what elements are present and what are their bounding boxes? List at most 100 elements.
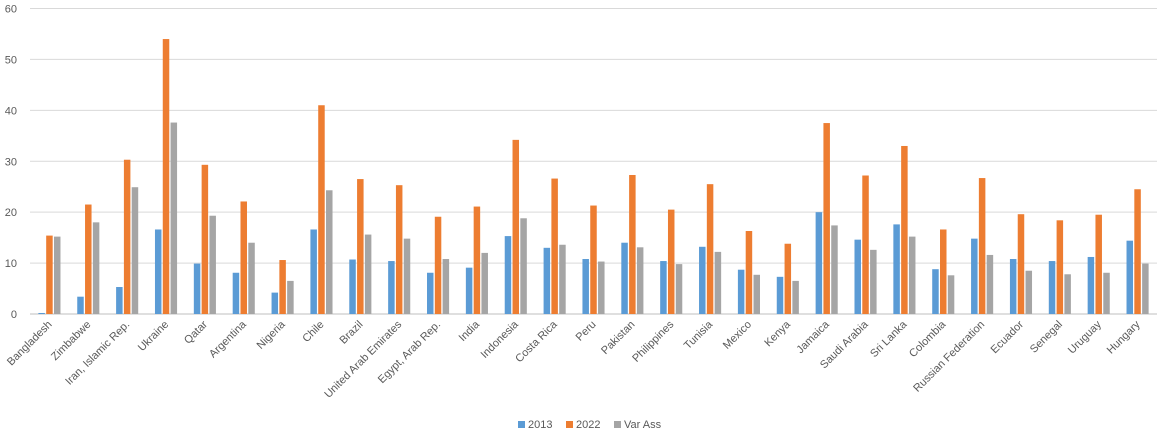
y-tick-label: 40: [5, 105, 17, 117]
legend-swatch: [566, 421, 573, 428]
bar-2013: [971, 238, 978, 314]
bar-2022: [978, 178, 986, 314]
bar-2013: [932, 269, 939, 314]
bar-var-ass: [714, 251, 722, 314]
bar-2013: [427, 272, 434, 314]
bar-2022: [823, 123, 830, 314]
x-tick-label: Tunisia: [682, 318, 716, 352]
bar-2022: [862, 175, 869, 314]
bar-var-ass: [403, 238, 411, 314]
bar-2013: [1009, 259, 1017, 314]
bar-2013: [737, 269, 745, 314]
x-tick-label: Ukraine: [136, 319, 171, 354]
bar-2022: [85, 204, 92, 314]
x-tick-label: Senegal: [1028, 319, 1065, 356]
bar-2022: [395, 185, 403, 314]
bar-2013: [621, 242, 628, 314]
legend-swatch: [518, 421, 525, 428]
bar-var-ass: [248, 242, 255, 314]
bar-2022: [1095, 214, 1102, 314]
x-tick-label: Chile: [300, 319, 326, 345]
bar-2022: [551, 178, 558, 314]
bar-2022: [162, 39, 170, 315]
y-tick-label: 30: [5, 156, 17, 168]
bar-2022: [357, 179, 364, 314]
bar-var-ass: [520, 218, 527, 314]
bar-var-ass: [986, 254, 994, 314]
x-tick-label: Nigeria: [255, 318, 289, 352]
bar-var-ass: [598, 261, 605, 314]
x-tick-label: India: [457, 318, 483, 344]
bar-2022: [940, 229, 947, 314]
bar-2013: [271, 292, 279, 314]
bar-2013: [504, 236, 512, 314]
bar-2022: [1017, 214, 1025, 314]
bar-var-ass: [792, 280, 799, 314]
x-tick-label: Peru: [574, 319, 599, 344]
x-tick-label: United Arab Emirates: [322, 318, 404, 400]
bar-var-ass: [1025, 270, 1033, 314]
x-tick-label: Philippines: [630, 318, 676, 364]
bar-var-ass: [92, 222, 100, 314]
y-tick-label: 50: [5, 54, 17, 66]
bar-2022: [1134, 189, 1141, 314]
bar-2013: [77, 296, 84, 314]
x-tick-label: Hungary: [1105, 318, 1143, 356]
bar-var-ass: [170, 122, 178, 314]
bar-2022: [279, 260, 286, 314]
bar-var-ass: [675, 264, 683, 314]
bar-var-ass: [326, 190, 333, 314]
bar-2013: [310, 229, 317, 314]
bar-var-ass: [1064, 274, 1071, 314]
legend-label: 2022: [576, 419, 600, 431]
bar-2013: [193, 263, 201, 314]
x-tick-label: Sri Lanka: [868, 318, 910, 360]
bar-2013: [465, 267, 473, 314]
bar-2013: [1126, 240, 1134, 314]
y-tick-label: 20: [5, 207, 17, 219]
x-tick-label: Brazil: [338, 319, 366, 347]
bar-2022: [901, 145, 908, 314]
bar-var-ass: [131, 187, 139, 314]
bar-2013: [854, 239, 861, 314]
x-tick-label: Uruguay: [1066, 318, 1104, 356]
bar-2013: [582, 259, 589, 314]
bar-var-ass: [753, 274, 760, 314]
bar-2022: [512, 139, 520, 314]
y-tick-label: 10: [5, 258, 17, 270]
x-tick-label: Mexico: [721, 319, 754, 352]
bar-var-ass: [908, 236, 916, 314]
bar-2022: [318, 105, 325, 314]
bar-var-ass: [1103, 272, 1110, 314]
bar-2022: [201, 164, 209, 314]
bar-2022: [46, 235, 53, 314]
bar-2022: [473, 206, 481, 314]
y-axis-ticks: 0 10 20 30 40 50 60: [5, 4, 17, 322]
x-tick-label: Russian Federation: [911, 319, 987, 395]
x-tick-label: Ecuador: [989, 318, 1027, 356]
bar-2013: [699, 246, 706, 314]
bar-2022: [667, 209, 675, 314]
bar-var-ass: [287, 280, 294, 314]
x-tick-label: Costa Rica: [513, 318, 560, 365]
bar-2013: [38, 312, 45, 314]
bar-2013: [232, 272, 240, 314]
x-tick-label: Jamaica: [794, 318, 832, 356]
bar-2022: [434, 216, 442, 314]
bar-2013: [1048, 261, 1056, 314]
bar-var-ass: [947, 275, 955, 314]
x-tick-label: Pakistan: [599, 319, 637, 357]
bar-2022: [706, 184, 714, 314]
bar-var-ass: [1142, 263, 1149, 314]
x-tick-label: Kenya: [762, 318, 793, 349]
bar-2013: [660, 261, 667, 314]
bar-2013: [815, 212, 823, 314]
bar-2022: [629, 174, 636, 314]
y-tick-label: 60: [5, 4, 17, 16]
x-tick-label: Qatar: [182, 318, 210, 346]
bar-2022: [784, 243, 792, 314]
bar-2022: [123, 159, 131, 314]
bar-var-ass: [870, 249, 877, 314]
bar-2013: [154, 229, 162, 314]
